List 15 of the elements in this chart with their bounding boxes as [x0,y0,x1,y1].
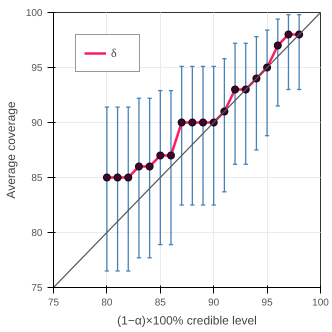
x-tick-label: 90 [208,298,220,308]
x-tick-label: 95 [262,298,274,308]
y-axis-title: Average coverage [4,101,18,199]
x-tick-label: 80 [101,298,113,308]
x-tick-label: 75 [48,298,60,308]
y-tick-label: 95 [31,63,43,74]
x-tick-label: 100 [312,298,330,308]
y-tick-label: 90 [31,118,43,129]
y-tick-label: 75 [31,283,43,294]
y-tick-label: 85 [31,173,43,184]
x-tick-label: 85 [154,298,166,308]
x-axis-title: (1−α)×100% credible level [117,314,257,328]
y-tick-label: 100 [26,8,43,19]
legend-label: δ [111,46,118,60]
y-tick-label: 80 [31,228,43,239]
